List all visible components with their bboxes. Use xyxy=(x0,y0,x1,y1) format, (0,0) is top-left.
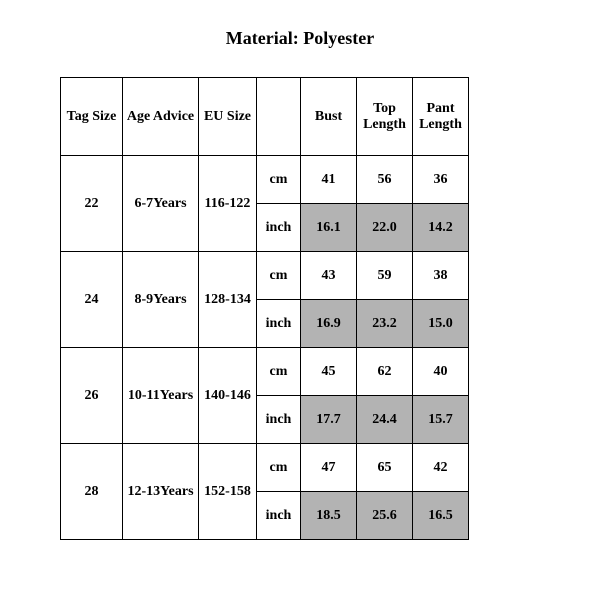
cell-eu: 140-146 xyxy=(199,348,257,444)
cell-pant-inch: 15.7 xyxy=(413,396,469,444)
cell-tag: 26 xyxy=(61,348,123,444)
cell-age: 8-9Years xyxy=(123,252,199,348)
cell-unit-cm: cm xyxy=(257,156,301,204)
cell-unit-inch: inch xyxy=(257,492,301,540)
col-top-length-l1: Top xyxy=(373,101,396,116)
cell-bust-inch: 16.9 xyxy=(301,300,357,348)
cell-unit-cm: cm xyxy=(257,348,301,396)
cell-unit-cm: cm xyxy=(257,252,301,300)
table-row: 28 12-13Years 152-158 cm 47 65 42 xyxy=(61,444,469,492)
cell-top-cm: 59 xyxy=(357,252,413,300)
cell-pant-cm: 36 xyxy=(413,156,469,204)
cell-top-inch: 23.2 xyxy=(357,300,413,348)
col-top-length-l2: Length xyxy=(363,117,406,132)
cell-age: 12-13Years xyxy=(123,444,199,540)
cell-tag: 22 xyxy=(61,156,123,252)
cell-age: 6-7Years xyxy=(123,156,199,252)
cell-pant-cm: 40 xyxy=(413,348,469,396)
cell-unit-inch: inch xyxy=(257,204,301,252)
cell-eu: 152-158 xyxy=(199,444,257,540)
cell-tag: 28 xyxy=(61,444,123,540)
page: Material: Polyester Tag Size Age Advice … xyxy=(0,0,600,600)
page-title: Material: Polyester xyxy=(0,28,600,49)
cell-top-inch: 25.6 xyxy=(357,492,413,540)
cell-eu: 128-134 xyxy=(199,252,257,348)
cell-top-cm: 62 xyxy=(357,348,413,396)
cell-top-cm: 56 xyxy=(357,156,413,204)
cell-bust-inch: 18.5 xyxy=(301,492,357,540)
cell-tag: 24 xyxy=(61,252,123,348)
cell-age: 10-11Years xyxy=(123,348,199,444)
cell-unit-inch: inch xyxy=(257,396,301,444)
col-tag-size: Tag Size xyxy=(61,78,123,156)
col-pant-length-l1: Pant xyxy=(427,101,455,116)
cell-eu: 116-122 xyxy=(199,156,257,252)
cell-bust-cm: 43 xyxy=(301,252,357,300)
table-row: 24 8-9Years 128-134 cm 43 59 38 xyxy=(61,252,469,300)
cell-pant-cm: 38 xyxy=(413,252,469,300)
cell-top-cm: 65 xyxy=(357,444,413,492)
cell-pant-inch: 14.2 xyxy=(413,204,469,252)
cell-top-inch: 24.4 xyxy=(357,396,413,444)
cell-pant-cm: 42 xyxy=(413,444,469,492)
cell-bust-cm: 41 xyxy=(301,156,357,204)
col-age-advice: Age Advice xyxy=(123,78,199,156)
cell-bust-cm: 45 xyxy=(301,348,357,396)
size-table: Tag Size Age Advice EU Size Bust Top Len… xyxy=(60,77,469,540)
table-body: 22 6-7Years 116-122 cm 41 56 36 inch 16.… xyxy=(61,156,469,540)
header-row: Tag Size Age Advice EU Size Bust Top Len… xyxy=(61,78,469,156)
col-pant-length-l2: Length xyxy=(419,117,462,132)
table-row: 22 6-7Years 116-122 cm 41 56 36 xyxy=(61,156,469,204)
cell-bust-cm: 47 xyxy=(301,444,357,492)
cell-unit-cm: cm xyxy=(257,444,301,492)
cell-bust-inch: 17.7 xyxy=(301,396,357,444)
col-bust: Bust xyxy=(301,78,357,156)
col-eu-size: EU Size xyxy=(199,78,257,156)
col-pant-length: Pant Length xyxy=(413,78,469,156)
col-top-length: Top Length xyxy=(357,78,413,156)
table-header: Tag Size Age Advice EU Size Bust Top Len… xyxy=(61,78,469,156)
cell-pant-inch: 15.0 xyxy=(413,300,469,348)
table-row: 26 10-11Years 140-146 cm 45 62 40 xyxy=(61,348,469,396)
cell-pant-inch: 16.5 xyxy=(413,492,469,540)
cell-bust-inch: 16.1 xyxy=(301,204,357,252)
cell-top-inch: 22.0 xyxy=(357,204,413,252)
cell-unit-inch: inch xyxy=(257,300,301,348)
col-unit xyxy=(257,78,301,156)
